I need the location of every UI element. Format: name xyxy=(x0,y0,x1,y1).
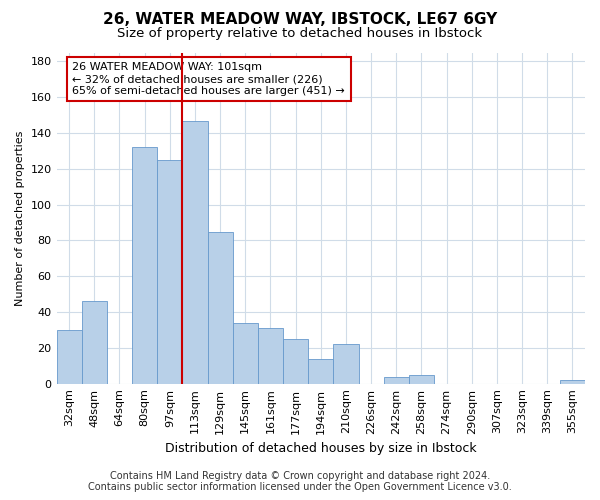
X-axis label: Distribution of detached houses by size in Ibstock: Distribution of detached houses by size … xyxy=(165,442,476,455)
Bar xyxy=(82,302,107,384)
Bar xyxy=(409,374,434,384)
Bar xyxy=(157,160,182,384)
Bar xyxy=(56,330,82,384)
Bar xyxy=(560,380,585,384)
Bar xyxy=(283,339,308,384)
Bar xyxy=(182,120,208,384)
Text: 26, WATER MEADOW WAY, IBSTOCK, LE67 6GY: 26, WATER MEADOW WAY, IBSTOCK, LE67 6GY xyxy=(103,12,497,28)
Bar xyxy=(132,148,157,384)
Text: Size of property relative to detached houses in Ibstock: Size of property relative to detached ho… xyxy=(118,28,482,40)
Bar xyxy=(334,344,359,384)
Bar xyxy=(258,328,283,384)
Bar xyxy=(233,323,258,384)
Bar xyxy=(308,358,334,384)
Y-axis label: Number of detached properties: Number of detached properties xyxy=(15,130,25,306)
Text: Contains HM Land Registry data © Crown copyright and database right 2024.
Contai: Contains HM Land Registry data © Crown c… xyxy=(88,471,512,492)
Bar xyxy=(208,232,233,384)
Text: 26 WATER MEADOW WAY: 101sqm
← 32% of detached houses are smaller (226)
65% of se: 26 WATER MEADOW WAY: 101sqm ← 32% of det… xyxy=(73,62,345,96)
Bar xyxy=(383,376,409,384)
